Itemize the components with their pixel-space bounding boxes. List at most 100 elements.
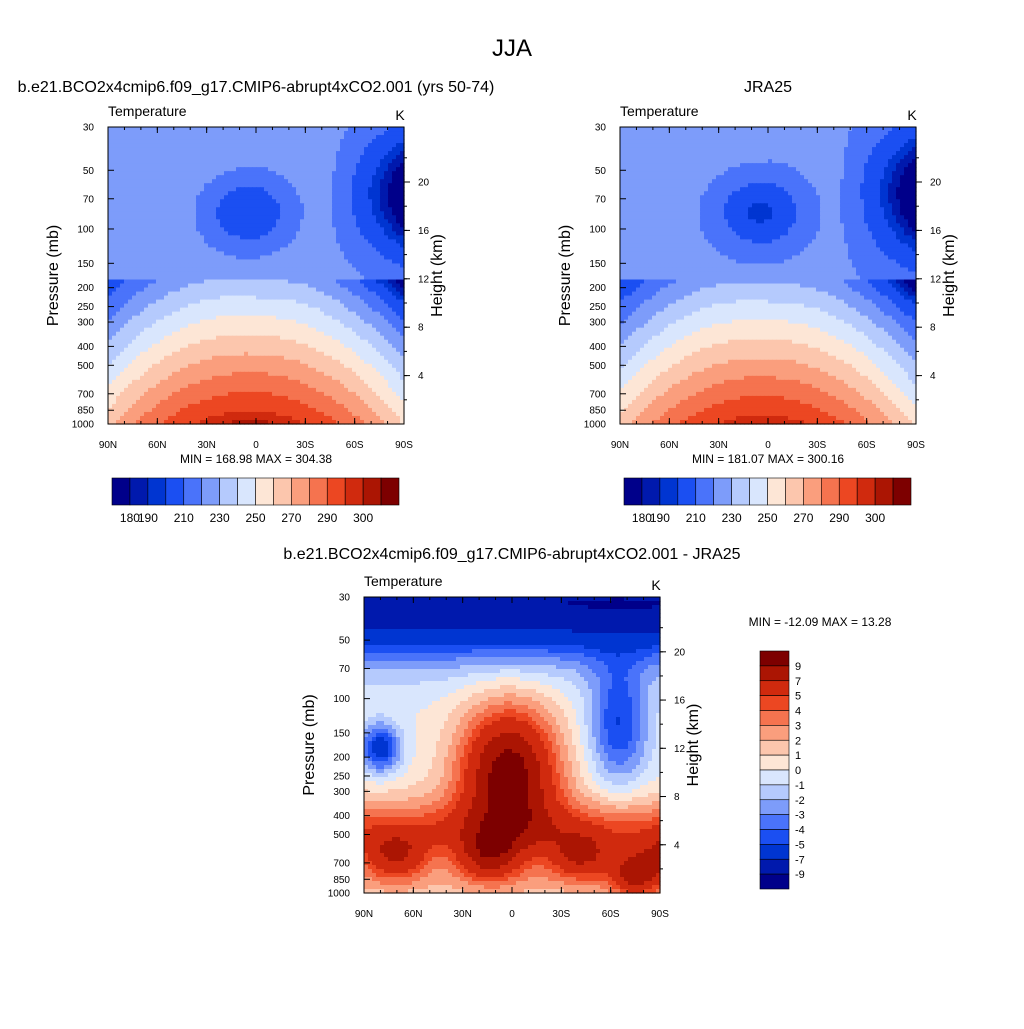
field-cell <box>116 159 121 164</box>
field-cell <box>300 303 305 309</box>
field-cell <box>252 263 257 269</box>
field-cell <box>120 215 125 220</box>
field-cell <box>372 211 377 216</box>
field-cell <box>380 371 385 377</box>
field-cell <box>384 139 389 144</box>
field-cell <box>128 247 133 253</box>
field-cell <box>276 267 281 273</box>
field-cell <box>268 203 273 208</box>
field-cell <box>132 219 137 224</box>
field-cell <box>264 271 269 277</box>
field-cell <box>116 283 121 289</box>
field-cell <box>212 375 217 381</box>
field-cell <box>276 339 281 345</box>
field-cell <box>168 319 173 325</box>
field-cell <box>148 267 153 273</box>
field-cell <box>124 183 129 188</box>
field-cell <box>112 251 117 257</box>
field-cell <box>208 327 213 333</box>
field-cell <box>348 387 353 393</box>
field-cell <box>256 307 261 313</box>
field-cell <box>224 167 229 172</box>
field-cell <box>260 183 265 188</box>
field-cell <box>344 383 349 389</box>
field-cell <box>112 167 117 172</box>
field-cell <box>184 183 189 188</box>
field-cell <box>364 347 369 353</box>
field-cell <box>184 263 189 269</box>
field-cell <box>232 363 237 369</box>
field-cell <box>136 143 141 148</box>
field-cell <box>328 331 333 337</box>
field-cell <box>352 183 357 188</box>
field-cell <box>328 167 333 172</box>
field-cell <box>204 267 209 273</box>
field-cell <box>200 299 205 305</box>
field-cell <box>224 379 229 385</box>
field-cell <box>196 347 201 353</box>
field-cell <box>312 195 317 200</box>
field-cell <box>236 315 241 321</box>
field-cell <box>168 195 173 200</box>
field-cell <box>244 271 249 277</box>
field-cell <box>172 207 177 212</box>
field-cell <box>236 219 241 224</box>
field-cell <box>396 183 401 188</box>
field-cell <box>292 243 297 248</box>
field-cell <box>116 179 121 184</box>
field-cell <box>236 327 241 333</box>
field-cell <box>376 215 381 220</box>
field-cell <box>344 303 349 309</box>
field-cell <box>228 167 233 172</box>
field-cell <box>152 175 157 180</box>
field-cell <box>308 223 313 228</box>
field-cell <box>192 391 197 397</box>
field-cell <box>252 147 257 152</box>
field-cell <box>208 279 213 285</box>
field-cell <box>280 359 285 365</box>
field-cell <box>344 259 349 265</box>
field-cell <box>236 387 241 393</box>
field-cell <box>188 287 193 293</box>
field-cell <box>160 307 165 313</box>
field-cell <box>200 255 205 261</box>
field-cell <box>308 159 313 164</box>
field-cell <box>324 355 329 361</box>
field-cell <box>312 359 317 365</box>
field-cell <box>196 211 201 216</box>
field-cell <box>188 355 193 361</box>
field-cell <box>300 375 305 381</box>
field-cell <box>184 367 189 373</box>
field-cell <box>208 379 213 385</box>
field-cell <box>388 263 393 269</box>
field-cell <box>264 139 269 144</box>
field-cell <box>312 327 317 333</box>
field-cell <box>344 211 349 216</box>
field-cell <box>336 203 341 208</box>
field-cell <box>192 295 197 301</box>
field-cell <box>304 359 309 365</box>
field-cell <box>336 371 341 377</box>
field-cell <box>296 203 301 208</box>
field-cell <box>388 151 393 156</box>
field-cell <box>252 295 257 301</box>
field-cell <box>384 295 389 301</box>
field-cell <box>144 147 149 152</box>
field-cell <box>328 183 333 188</box>
field-cell <box>192 287 197 293</box>
field-cell <box>392 131 397 136</box>
field-cell <box>132 395 137 401</box>
field-cell <box>276 199 281 204</box>
field-cell <box>248 155 253 160</box>
field-cell <box>308 327 313 333</box>
field-cell <box>316 327 321 333</box>
field-cell <box>192 379 197 385</box>
field-cell <box>168 167 173 172</box>
field-cell <box>360 375 365 381</box>
field-cell <box>160 151 165 156</box>
field-cell <box>232 367 237 373</box>
field-cell <box>372 287 377 293</box>
field-cell <box>168 191 173 196</box>
field-cell <box>204 323 209 329</box>
field-cell <box>236 331 241 337</box>
